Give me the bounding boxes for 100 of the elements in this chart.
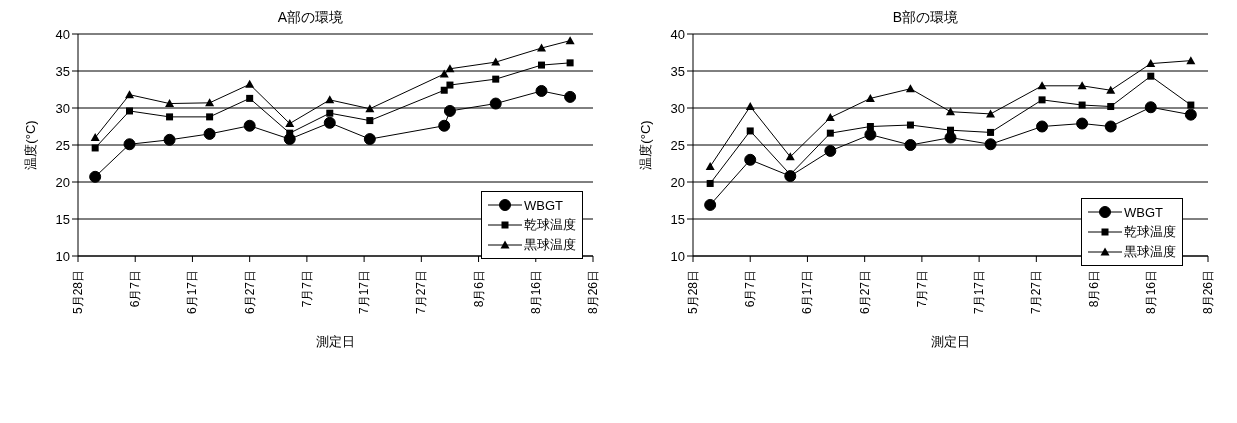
legend-label: WBGT <box>524 197 563 213</box>
point <box>785 152 795 161</box>
point <box>864 128 877 141</box>
point <box>947 126 954 134</box>
point <box>90 133 100 142</box>
y-tick-label: 10 <box>55 248 70 264</box>
point <box>704 198 717 211</box>
x-tick-label: 8月6日 <box>471 270 486 308</box>
x-tick-label: 7月27日 <box>1029 270 1044 315</box>
point <box>243 119 256 132</box>
x-tick-label: 6月27日 <box>857 270 872 315</box>
legend-label: 黒球温度 <box>1124 243 1176 261</box>
point <box>865 93 875 102</box>
legend-label: 乾球温度 <box>1124 223 1176 241</box>
y-tick-label: 40 <box>670 26 685 42</box>
y-tick-label: 15 <box>670 211 685 227</box>
point <box>492 75 500 83</box>
chart-title: A部の環境 <box>276 8 345 26</box>
point <box>1144 101 1157 114</box>
x-tick-label: 5月28日 <box>686 270 700 315</box>
point <box>126 107 133 115</box>
point <box>323 116 336 129</box>
point <box>824 144 837 157</box>
point <box>89 170 102 183</box>
x-tick-label: 8月26日 <box>1201 270 1215 315</box>
legend-label: 黒球温度 <box>524 236 576 254</box>
point <box>1038 96 1046 104</box>
point <box>538 61 545 69</box>
y-tick-label: 10 <box>670 248 685 264</box>
x-tick-label: 8月6日 <box>1086 270 1101 308</box>
point <box>905 84 915 93</box>
x-tick-label: 8月16日 <box>528 270 543 315</box>
x-tick-label: 8月26日 <box>586 270 600 315</box>
y-tick-label: 35 <box>55 63 70 79</box>
point <box>1036 120 1049 133</box>
point <box>987 128 995 136</box>
y-tick-label: 25 <box>670 137 685 153</box>
y-tick-label: 30 <box>55 100 70 116</box>
point <box>866 123 874 130</box>
point <box>245 79 255 88</box>
point <box>1186 56 1196 65</box>
point <box>285 119 295 128</box>
point <box>1146 59 1156 68</box>
x-tick-label: 6月7日 <box>743 270 758 308</box>
x-axis-title: 測定日 <box>316 334 355 349</box>
y-tick-label: 25 <box>55 137 70 153</box>
point <box>1184 108 1197 121</box>
point <box>1187 101 1195 109</box>
x-tick-label: 7月27日 <box>414 270 429 315</box>
point <box>746 127 754 135</box>
point <box>1037 81 1047 90</box>
point <box>706 179 714 187</box>
x-tick-label: 6月17日 <box>185 270 200 315</box>
point <box>440 86 448 94</box>
point <box>206 113 214 121</box>
point <box>1077 81 1087 90</box>
point <box>445 64 455 73</box>
point <box>203 127 216 140</box>
point <box>205 98 215 107</box>
point <box>744 153 757 166</box>
point <box>446 81 454 89</box>
chart-title: B部の環境 <box>891 8 960 26</box>
point <box>125 90 134 99</box>
y-tick-label: 35 <box>670 63 685 79</box>
point <box>986 109 996 118</box>
point <box>745 102 755 111</box>
point <box>123 138 136 151</box>
point <box>438 119 451 132</box>
point <box>365 104 375 113</box>
point <box>904 139 917 151</box>
y-axis-title: 温度(°C) <box>22 120 38 170</box>
y-tick-label: 20 <box>55 174 70 190</box>
x-tick-label: 6月7日 <box>128 270 143 308</box>
point <box>163 133 176 146</box>
point <box>1078 101 1086 109</box>
point <box>984 138 997 151</box>
point <box>565 36 575 45</box>
point <box>535 84 548 97</box>
x-tick-label: 5月28日 <box>71 270 85 315</box>
point <box>566 59 574 67</box>
x-tick-label: 7月7日 <box>914 270 929 308</box>
x-tick-label: 7月17日 <box>972 270 987 315</box>
point <box>489 97 502 110</box>
x-tick-label: 7月17日 <box>357 270 372 315</box>
x-tick-label: 8月16日 <box>1143 270 1158 315</box>
point <box>366 117 374 125</box>
legend-label: 乾球温度 <box>524 216 576 234</box>
point <box>1076 117 1089 130</box>
point <box>564 90 577 103</box>
point <box>325 95 335 104</box>
point <box>537 43 546 52</box>
x-tick-label: 6月27日 <box>242 270 257 315</box>
legend-label: WBGT <box>1124 204 1163 220</box>
x-tick-label: 7月7日 <box>299 270 314 308</box>
point <box>165 99 175 108</box>
y-tick-label: 30 <box>670 100 685 116</box>
point <box>826 129 834 137</box>
x-axis-title: 測定日 <box>931 334 970 349</box>
point <box>1147 72 1155 80</box>
y-tick-label: 20 <box>670 174 685 190</box>
